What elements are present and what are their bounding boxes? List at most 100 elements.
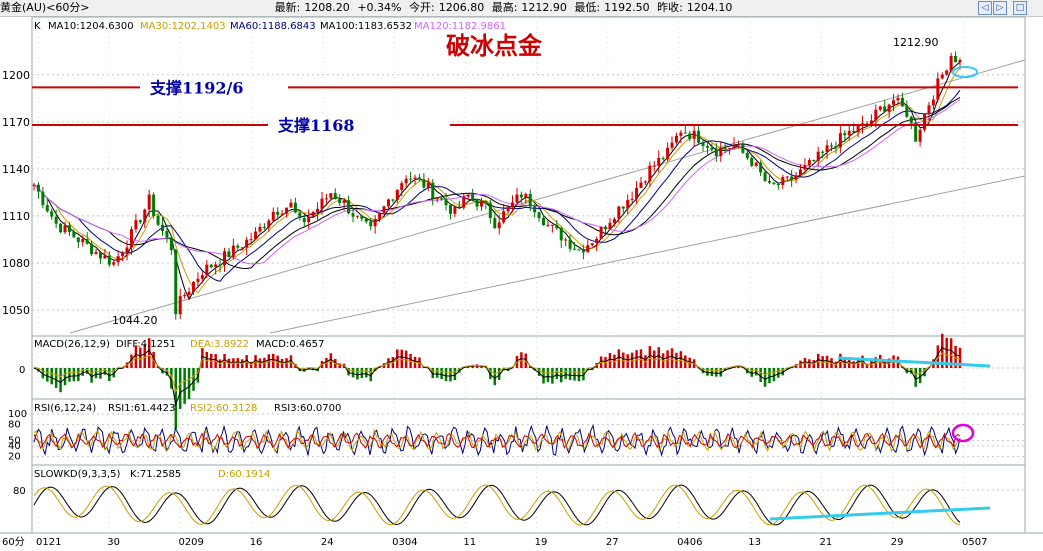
candle-body xyxy=(630,198,634,200)
candle-body xyxy=(542,218,546,226)
candle-body xyxy=(103,255,107,259)
candle-body xyxy=(892,100,896,105)
time-tick-label: 27 xyxy=(606,537,619,548)
candle-body xyxy=(577,249,581,251)
ma30-line xyxy=(33,66,961,294)
high-label: 最高: xyxy=(491,1,518,14)
candle-body xyxy=(723,147,727,149)
open-value: 1206.80 xyxy=(438,1,485,14)
prev-arrow-icon[interactable]: ◁ xyxy=(978,1,992,15)
time-tick-label: 21 xyxy=(820,537,833,548)
candle-body xyxy=(670,142,674,148)
candle-body xyxy=(807,160,811,166)
maximize-icon[interactable]: □ xyxy=(1013,1,1027,15)
candle-body xyxy=(165,230,169,238)
candle-body xyxy=(918,129,922,142)
candle-body xyxy=(293,202,297,213)
change-value: +0.34% xyxy=(357,1,402,14)
price-tick-label: 1140 xyxy=(2,163,30,176)
candle-body xyxy=(298,212,302,219)
candle-body xyxy=(240,247,244,249)
candle-body xyxy=(138,220,142,223)
legend-ma100: MA100:1183.6532 xyxy=(320,21,412,32)
legend-diff: DIFF:4.1251 xyxy=(116,339,176,350)
candle-body xyxy=(550,224,554,226)
candle-body xyxy=(289,202,293,208)
candle-body xyxy=(262,226,266,228)
candle-body xyxy=(254,231,258,240)
candle-body xyxy=(533,206,537,213)
candle-body xyxy=(697,130,701,143)
candle-body xyxy=(36,184,40,192)
candle-body xyxy=(612,219,616,223)
legend-k: K:71.2585 xyxy=(130,469,181,480)
candle-body xyxy=(683,132,687,134)
candle-body xyxy=(316,208,320,213)
time-tick-label: 0209 xyxy=(178,537,203,548)
candle-body xyxy=(271,211,275,221)
candle-body xyxy=(45,205,49,212)
candle-body xyxy=(798,169,802,176)
candle-body xyxy=(369,221,373,227)
candle-body xyxy=(692,130,696,139)
price-highlight-ellipse xyxy=(952,66,978,78)
candle-body xyxy=(887,104,891,112)
candle-body xyxy=(750,158,754,166)
candle-body xyxy=(311,212,315,217)
candle-body xyxy=(333,193,337,200)
candle-body xyxy=(812,160,816,162)
candle-body xyxy=(666,147,670,160)
candle-body xyxy=(85,239,89,244)
candle-body xyxy=(909,116,913,123)
legend-macd: MACD:0.4657 xyxy=(256,339,324,350)
candle-body xyxy=(125,247,129,253)
candle-body xyxy=(431,182,435,199)
candle-body xyxy=(599,226,603,239)
kd-line xyxy=(33,484,961,526)
time-tick-label: 0304 xyxy=(392,537,417,548)
candle-body xyxy=(763,172,767,182)
candle-body xyxy=(355,215,359,217)
rsi-indicator-label: RSI(6,12,24) xyxy=(34,403,96,414)
kd-panel xyxy=(32,484,1025,526)
legend-rsi2: RSI2:60.3128 xyxy=(190,403,257,414)
candle-body xyxy=(555,224,559,229)
candle-body xyxy=(351,213,355,217)
candle-body xyxy=(626,199,630,209)
candle-body xyxy=(816,151,820,161)
candle-body xyxy=(559,228,563,241)
legend-ma10: MA10:1204.6300 xyxy=(48,21,134,32)
candle-body xyxy=(448,205,452,214)
candle-body xyxy=(754,162,758,166)
legend-ma120: MA120:1182.9861 xyxy=(414,21,506,32)
candle-body xyxy=(564,239,568,241)
candle-body xyxy=(112,262,116,265)
candle-body xyxy=(378,212,382,220)
candle-body xyxy=(156,215,160,225)
candle-body xyxy=(493,218,497,229)
candle-body xyxy=(728,148,732,150)
candle-body xyxy=(767,181,771,183)
candle-body xyxy=(81,239,85,243)
candle-body xyxy=(931,99,935,106)
candle-body xyxy=(883,106,887,112)
candle-body xyxy=(923,114,927,130)
candle-body xyxy=(174,250,178,315)
candle-body xyxy=(116,256,120,263)
candle-body xyxy=(223,251,227,266)
candle-body xyxy=(386,199,390,207)
next-arrow-icon[interactable]: ▷ xyxy=(993,1,1007,15)
macd-divergence-line xyxy=(837,356,991,368)
candle-body xyxy=(218,264,222,266)
legend-rsi3: RSI3:60.0700 xyxy=(274,403,341,414)
support-label-bg xyxy=(140,75,288,98)
candle-body xyxy=(896,97,900,101)
candle-body xyxy=(519,194,523,198)
kd-trend-line xyxy=(769,506,991,521)
candle-body xyxy=(590,243,594,246)
price-tick-label: 1170 xyxy=(2,116,30,129)
time-tick-label: 24 xyxy=(321,537,334,548)
candle-body xyxy=(342,200,346,204)
ma10-line xyxy=(33,61,961,301)
candle-body xyxy=(568,239,572,249)
